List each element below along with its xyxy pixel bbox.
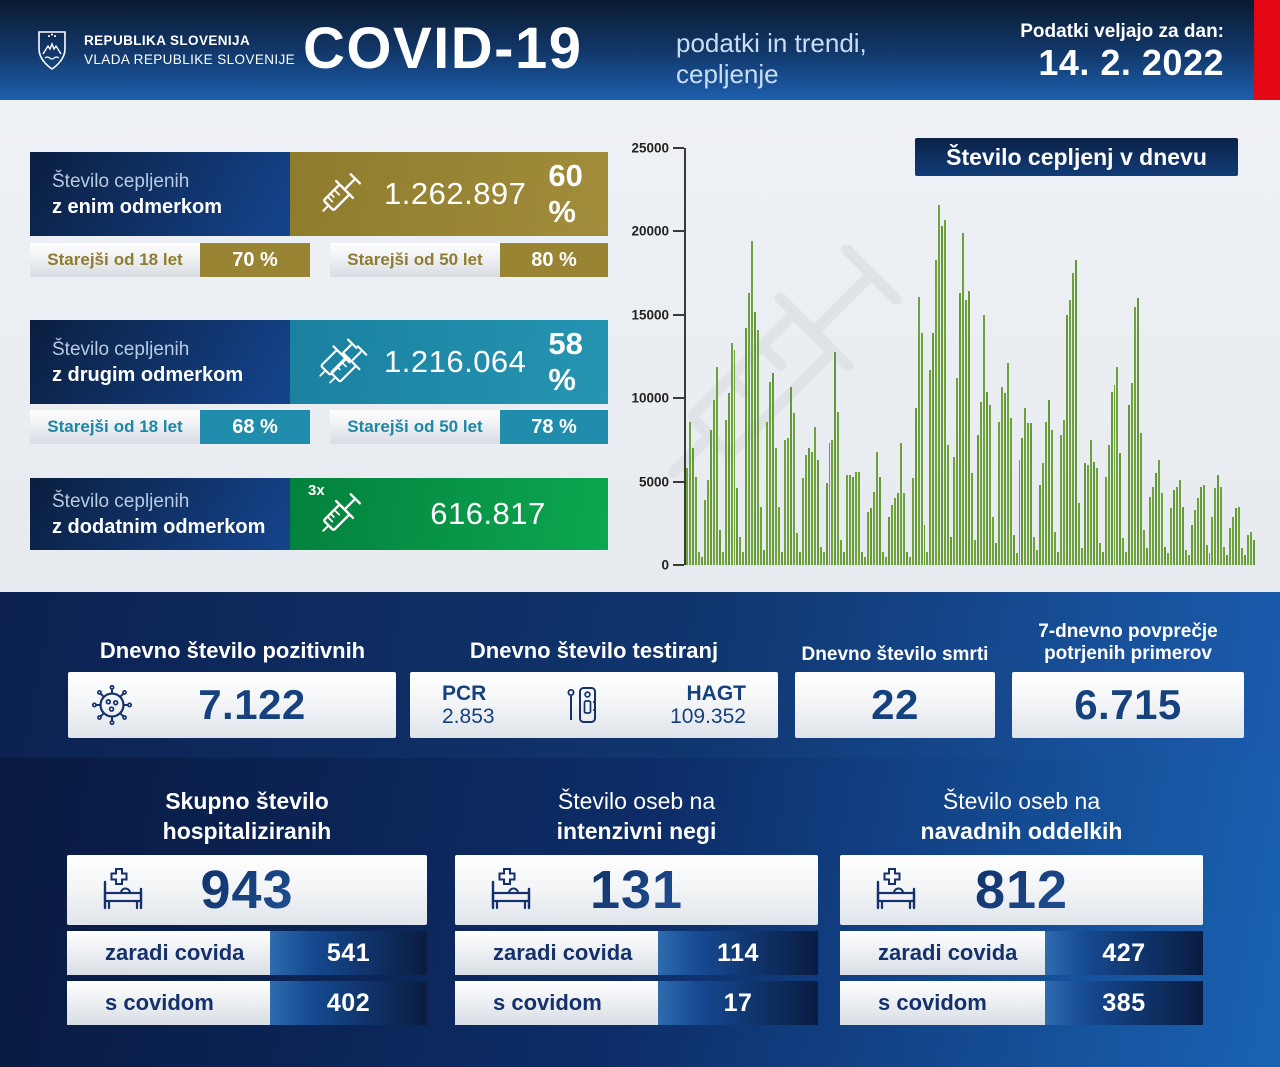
first-dose-label-line1: Število cepljenih: [52, 170, 190, 192]
hospital-bed-icon: [872, 866, 920, 914]
second-dose-over18-value: 68 %: [200, 410, 310, 444]
regular-ward-row-label: zaradi covida: [840, 931, 1045, 975]
deaths-value: 22: [871, 681, 919, 728]
booster-dose-label-line2: z dodatnim odmerkom: [52, 515, 266, 538]
positives-title: Dnevno število pozitivnih: [99, 638, 366, 663]
syringe-icon: [312, 166, 368, 222]
first-dose-label-line2: z enim odmerkom: [52, 195, 223, 218]
first-dose-value: 1.262.897: [384, 176, 527, 211]
tests-title: Dnevno število testiranj: [469, 638, 719, 663]
second-dose-over18-label: Starejši od 18 let: [30, 410, 200, 444]
icu-row-value: 17: [658, 981, 818, 1025]
pcr-label: PCR: [442, 682, 487, 705]
syringe-watermark-icon: [648, 128, 928, 568]
second-dose-value: 1.216.064: [384, 344, 527, 379]
second-dose-label-line1: Število cepljenih: [52, 338, 190, 360]
hospitalized-total: 943: [67, 855, 427, 925]
regular-ward-total-card: 812: [840, 855, 1203, 925]
regular-ward-row-label: s covidom: [840, 981, 1045, 1025]
hospitalized-row-value: 541: [270, 931, 427, 975]
positives-card: 7.122: [68, 672, 396, 738]
regular-ward-row-value: 385: [1045, 981, 1203, 1025]
first-dose-percent: 60 %: [548, 158, 583, 229]
hospital-bed-icon: [487, 866, 535, 914]
avg7-title: 7-dnevno povprečje potrjenih primerov: [1038, 621, 1218, 664]
booster-dose-value: 616.817: [430, 496, 546, 531]
booster-dose-value-box: 3x 616.817: [290, 478, 608, 550]
first-dose-value-box: 1.262.897 60 %: [290, 152, 608, 236]
date-block: Podatki veljajo za dan: 14. 2. 2022: [1020, 21, 1224, 83]
regular-ward-row-value: 427: [1045, 931, 1203, 975]
booster-badge: 3x: [308, 482, 325, 499]
hospitalized-row-label: s covidom: [67, 981, 270, 1025]
icu-total-card: 131: [455, 855, 818, 925]
hospitalized-row-label: zaradi covida: [67, 931, 270, 975]
hospitalized-total-card: 943: [67, 855, 427, 925]
subtitle-line1: podatki in trendi,: [676, 28, 867, 58]
subtitle-line2: cepljenje: [676, 59, 779, 89]
regular-ward-title: Število oseb na navadnih oddelkih: [920, 788, 1123, 844]
date-label: Podatki veljajo za dan:: [1020, 21, 1224, 42]
second-dose-percent: 58 %: [548, 326, 583, 397]
deaths-card: 22: [795, 672, 995, 738]
red-accent-stripe: [1254, 0, 1280, 100]
booster-dose-label-box: Število cepljenih z dodatnim odmerkom: [30, 478, 290, 550]
org-line2: VLADA REPUBLIKE SLOVENIJE: [84, 52, 296, 67]
antigen-test-icon: [563, 682, 601, 728]
header: REPUBLIKA SLOVENIJA VLADA REPUBLIKE SLOV…: [0, 0, 1280, 100]
second-dose-over50-value: 78 %: [500, 410, 608, 444]
org-line1: REPUBLIKA SLOVENIJA: [84, 33, 251, 48]
vaccination-bars: [686, 148, 1256, 565]
hagt-value: 109.352: [670, 705, 746, 728]
chart-y-axis: [684, 148, 686, 565]
syringe-3x-icon: 3x: [308, 482, 368, 542]
icu-title: Število oseb na intenzivni negi: [556, 788, 717, 844]
second-dose-label-line2: z drugim odmerkom: [52, 363, 244, 386]
pcr-value: 2.853: [442, 705, 495, 728]
deaths-title: Dnevno število smrti: [801, 644, 989, 665]
icu-row-value: 114: [658, 931, 818, 975]
chart-title: Število cepljenj v dnevu: [915, 138, 1238, 176]
chart-plot: 0 5000 10000 15000 20000 25000: [631, 141, 1256, 573]
second-dose-value-box: 1.216.064 58 %: [290, 320, 608, 404]
second-dose-over50-label: Starejši od 50 let: [330, 410, 500, 444]
first-dose-label-box: Število cepljenih z enim odmerkom: [30, 152, 290, 236]
hagt-label: HAGT: [686, 682, 746, 705]
hospitalized-row-value: 402: [270, 981, 427, 1025]
org-name: REPUBLIKA SLOVENIJA VLADA REPUBLIKE SLOV…: [84, 31, 295, 69]
page-title: COVID-19: [303, 16, 583, 81]
positives-value: 7.122: [198, 681, 306, 728]
regular-ward-total: 812: [840, 855, 1203, 925]
icu-total: 131: [455, 855, 818, 925]
first-dose-over50-value: 80 %: [500, 243, 608, 277]
avg7-value: 6.715: [1074, 681, 1182, 728]
date-value: 14. 2. 2022: [1038, 42, 1224, 83]
icu-row-label: s covidom: [455, 981, 658, 1025]
first-dose-over18-value: 70 %: [200, 243, 310, 277]
hospitalized-title: Skupno število hospitaliziranih: [162, 788, 332, 844]
booster-dose-label-line1: Število cepljenih: [52, 490, 190, 512]
icu-row-label: zaradi covida: [455, 931, 658, 975]
second-dose-label-box: Število cepljenih z drugim odmerkom: [30, 320, 290, 404]
virus-icon: [90, 683, 134, 727]
avg7-card: 6.715: [1012, 672, 1244, 738]
tests-card: PCR 2.853 HAGT 109.352: [410, 672, 778, 738]
hospital-bed-icon: [99, 866, 147, 914]
page-subtitle: podatki in trendi, cepljenje: [676, 28, 867, 90]
first-dose-over50-label: Starejši od 50 let: [330, 243, 500, 277]
double-syringe-icon: [312, 334, 368, 390]
coat-of-arms-logo-icon: [36, 30, 68, 72]
first-dose-over18-label: Starejši od 18 let: [30, 243, 200, 277]
